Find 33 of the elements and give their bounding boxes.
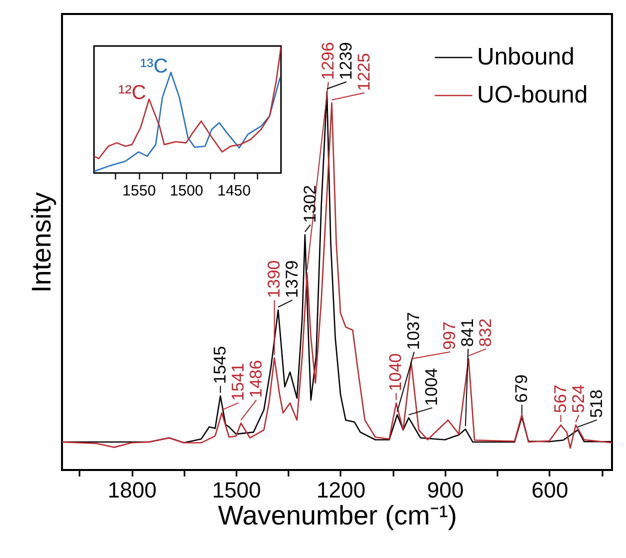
annotation: 1390 <box>264 260 284 298</box>
x-tick-label: 1500 <box>170 182 204 200</box>
x-tick-label: 900 <box>427 478 464 502</box>
x-tick-label: 1500 <box>212 478 262 502</box>
annotation: 1541 <box>228 363 248 401</box>
annotation: 1302 <box>300 184 320 223</box>
annotation: 1545 <box>210 346 230 384</box>
annotation: 1239 <box>336 42 356 80</box>
x-axis-title: Wavenumber (cm⁻¹) <box>218 500 458 530</box>
annotation: 1379 <box>282 260 302 298</box>
annotation: 1225 <box>354 53 374 91</box>
x-tick-label: 1550 <box>122 182 156 200</box>
x-tick-label: 600 <box>531 478 568 502</box>
series-label: ¹³C <box>140 55 168 78</box>
annotation: 997 <box>440 321 460 350</box>
annotation: 524 <box>568 384 588 414</box>
legend-label: UO-bound <box>477 82 588 108</box>
annotation: 1004 <box>422 368 442 406</box>
annotation: 1486 <box>246 360 266 398</box>
annotation: 841 <box>458 318 478 347</box>
annotation: 1296 <box>318 42 338 80</box>
annotation: 679 <box>512 374 531 403</box>
x-tick-label: 1200 <box>316 478 366 502</box>
annotation: 567 <box>550 384 570 414</box>
legend-label: Unbound <box>477 44 574 70</box>
annotation: 832 <box>476 318 496 347</box>
y-axis-title: Intensity <box>26 192 56 293</box>
series-label: ¹²C <box>118 82 146 104</box>
annotation: 1037 <box>404 312 424 350</box>
x-tick-label: 1800 <box>108 478 157 502</box>
annotation: 518 <box>586 390 606 418</box>
annotation: 1040 <box>386 353 406 392</box>
x-tick-label: 1450 <box>217 182 251 200</box>
